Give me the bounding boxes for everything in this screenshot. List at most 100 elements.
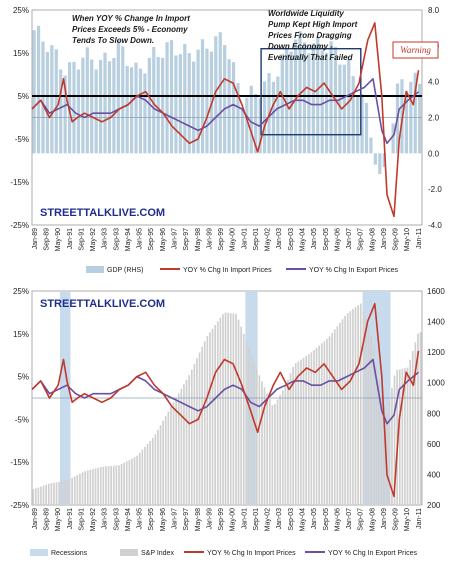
gdp-bar: [90, 59, 94, 154]
x-tick-label: May-98: [195, 508, 202, 531]
sp-bar: [367, 326, 370, 505]
y-tick-left: -5%: [15, 415, 29, 424]
gdp-bar: [85, 47, 89, 154]
sp-bar: [333, 329, 336, 505]
y-tick-left: 15%: [13, 49, 29, 58]
x-tick-label: Jan-01: [241, 508, 248, 530]
x-tick-label: Jan-09: [381, 228, 388, 250]
x-tick-label: May-02: [265, 228, 272, 251]
sp-bar: [248, 348, 250, 505]
y-tick-left: -15%: [10, 178, 29, 187]
x-tick-label: Sep-93: [113, 228, 120, 251]
y-tick-right: 8.0: [428, 6, 440, 15]
sp-bar: [92, 469, 94, 505]
x-tick-label: Jan-91: [67, 508, 74, 530]
gdp-bar: [152, 46, 156, 154]
sp-bar: [414, 342, 417, 505]
annotation-liquidity-text: Pump Kept High Import: [268, 20, 358, 29]
sp-bar: [235, 313, 237, 505]
sp-bar: [50, 483, 53, 505]
x-tick-label: Jan-11: [416, 228, 423, 249]
x-tick-label: May-04: [299, 228, 306, 251]
gdp-bar: [45, 52, 50, 154]
sp-bar: [388, 400, 391, 505]
x-tick-label: Sep-89: [43, 508, 50, 531]
x-tick-label: Jan-89: [32, 228, 39, 250]
x-tick-label: May-02: [265, 508, 272, 531]
gdp-bar: [413, 72, 417, 154]
x-tick-label: Jan-07: [346, 228, 353, 250]
sp-bar: [409, 359, 411, 505]
gdp-bar: [112, 57, 116, 154]
sp-bar: [406, 367, 409, 505]
y-tick-right: 1600: [427, 287, 445, 296]
sp-bar: [326, 338, 328, 505]
sp-bar: [45, 484, 47, 505]
sp-bar: [211, 328, 214, 505]
sp-bar: [185, 379, 188, 505]
sp-bar: [68, 479, 71, 505]
gdp-bar: [187, 53, 191, 154]
x-tick-label: Sep-93: [113, 508, 120, 531]
gdp-bar: [94, 69, 98, 154]
sp-bar: [136, 455, 138, 505]
x-tick-label: May-94: [125, 508, 132, 531]
sp-bar: [144, 446, 146, 505]
sp-bar: [274, 404, 276, 505]
x-tick-label: Jan-03: [276, 228, 283, 250]
sp-bar: [224, 312, 227, 505]
legend-label-gdp: GDP (RHS): [107, 267, 143, 274]
y-tick-right: 1000: [427, 379, 445, 388]
x-tick-label: Jan-89: [32, 508, 39, 530]
x-tick-label: May-06: [334, 508, 341, 531]
x-tick-label: Sep-99: [218, 228, 225, 251]
legend-label-import: YOY % Chg In Import Prices: [183, 267, 272, 274]
sp-bar: [289, 373, 292, 505]
sp-bar: [203, 341, 206, 505]
gdp-bar: [41, 41, 45, 154]
annotation-liquidity-text: Eventually That Failed: [268, 53, 354, 62]
sp-bar: [81, 472, 84, 505]
x-tick-label: Sep-99: [218, 508, 225, 531]
gdp-bar: [351, 75, 355, 154]
sp-bar: [349, 311, 352, 505]
top-chart-gdp-vs-import-prices: 25%15%5%-5%-15%-25%8.06.04.02.00.0-2.0-4…: [10, 6, 442, 274]
sp-bar: [112, 465, 115, 505]
sp-bar: [300, 359, 302, 505]
gdp-bar: [161, 57, 165, 154]
gdp-bar: [196, 49, 200, 154]
sp-bar: [73, 476, 76, 505]
x-tick-label: Jan-97: [171, 508, 178, 530]
sp-bar: [357, 305, 359, 505]
legend-label-sp: S&P Index: [141, 550, 174, 557]
x-tick-label: Jan-95: [137, 508, 144, 530]
gdp-bar: [223, 45, 227, 154]
sp-bar: [190, 369, 193, 505]
x-tick-label: Jan-93: [102, 508, 109, 530]
x-tick-label: May-10: [404, 228, 411, 251]
sp-bar: [198, 352, 201, 505]
sp-bar: [411, 351, 414, 505]
sp-bar: [118, 465, 120, 505]
x-tick-label: Sep-97: [183, 228, 190, 251]
sp-bar: [175, 397, 177, 505]
sp-bar: [196, 358, 198, 505]
x-tick-label: May-92: [90, 228, 97, 251]
gdp-bar: [63, 75, 67, 154]
gdp-bar: [276, 76, 280, 154]
sp-bar: [372, 345, 375, 505]
gdp-bar: [130, 67, 134, 154]
gdp-bar: [302, 42, 307, 154]
x-tick-label: May-90: [55, 508, 62, 531]
sp-bar: [307, 354, 310, 505]
y-tick-right: 1200: [427, 348, 445, 357]
sp-bar: [107, 466, 110, 505]
gdp-bar: [183, 43, 187, 154]
sp-bar: [344, 315, 346, 505]
sp-bar: [284, 385, 287, 505]
annotation-liquidity-text: Prices From Dragging: [268, 31, 352, 40]
sp-bar: [323, 341, 326, 505]
sp-bar: [328, 336, 331, 505]
sp-bar: [279, 395, 281, 505]
sp-bar: [167, 411, 170, 505]
